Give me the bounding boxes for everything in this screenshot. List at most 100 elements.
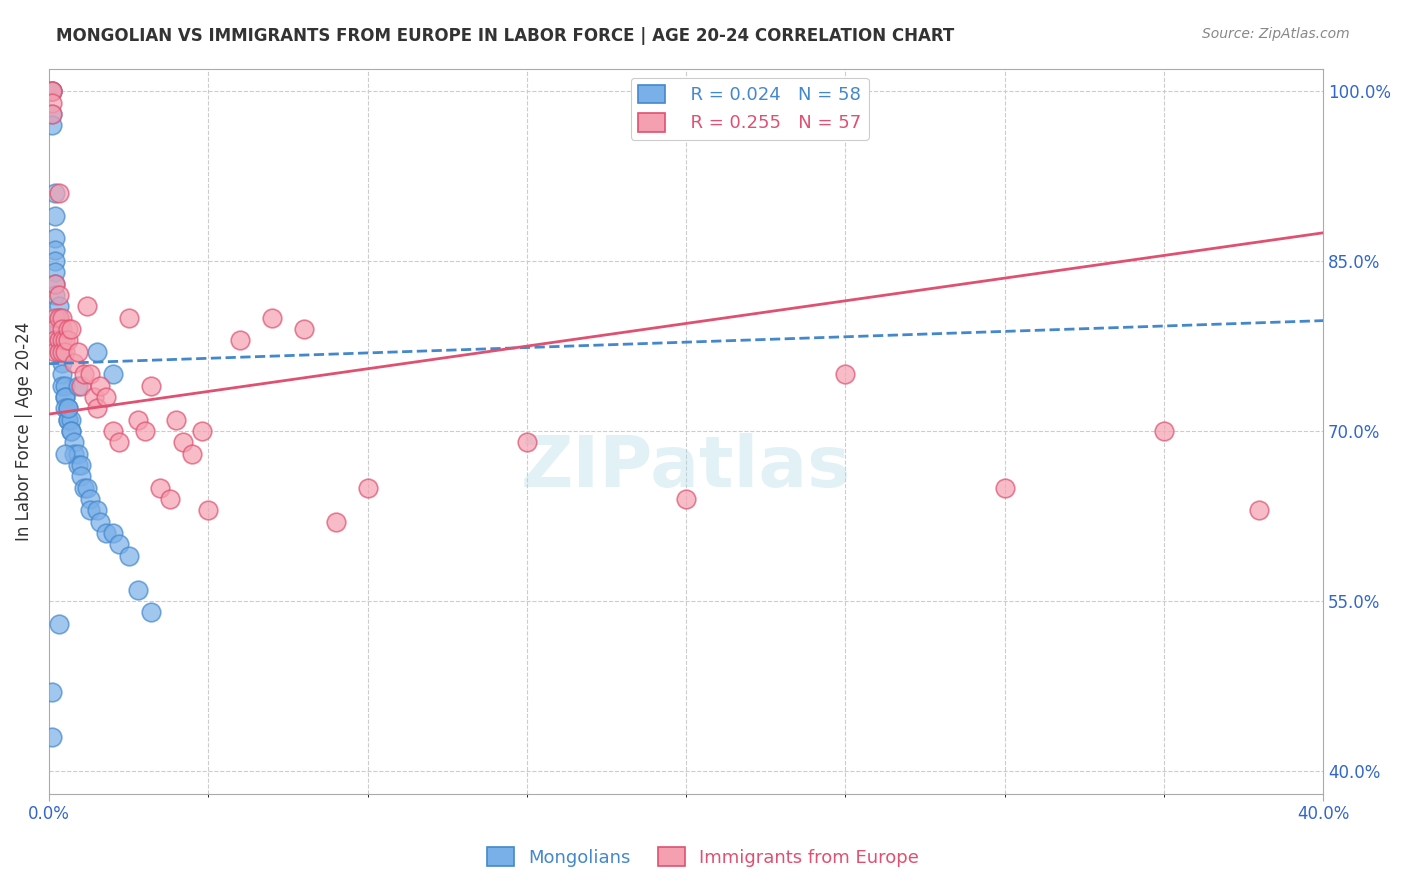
Point: [73, 368, 96, 382]
Text: ZIPatlas: ZIPatlas: [522, 433, 851, 502]
Point: [63, 435, 86, 450]
Point: [53, 378, 76, 392]
Point: [66, 458, 89, 472]
Point: [139, 378, 162, 392]
Point: [292, 322, 315, 336]
Point: [159, 492, 181, 507]
Point: [86, 344, 108, 359]
Point: [60, 424, 83, 438]
Point: [79, 492, 101, 507]
Point: [356, 481, 378, 495]
Point: [44, 265, 66, 279]
Point: [89, 515, 111, 529]
Point: [101, 368, 124, 382]
Point: [48, 310, 70, 325]
Point: [44, 186, 66, 201]
Point: [41, 107, 63, 121]
Point: [73, 481, 96, 495]
Point: [79, 368, 101, 382]
Point: [83, 390, 105, 404]
Point: [260, 310, 283, 325]
Point: [53, 390, 76, 404]
Point: [60, 424, 83, 438]
Point: [149, 481, 172, 495]
Point: [51, 378, 73, 392]
Point: [44, 288, 66, 302]
Point: [41, 84, 63, 98]
Point: [117, 549, 139, 563]
Point: [48, 616, 70, 631]
Y-axis label: In Labor Force | Age 20-24: In Labor Force | Age 20-24: [15, 321, 32, 541]
Point: [56, 401, 79, 416]
Point: [44, 334, 66, 348]
Point: [41, 684, 63, 698]
Point: [101, 424, 124, 438]
Point: [56, 413, 79, 427]
Point: [834, 368, 856, 382]
Point: [51, 310, 73, 325]
Point: [41, 84, 63, 98]
Point: [44, 209, 66, 223]
Point: [41, 84, 63, 98]
Point: [66, 378, 89, 392]
Point: [51, 344, 73, 359]
Point: [44, 344, 66, 359]
Point: [96, 390, 118, 404]
Legend:   R = 0.024   N = 58,   R = 0.255   N = 57: R = 0.024 N = 58, R = 0.255 N = 57: [631, 78, 869, 140]
Point: [56, 334, 79, 348]
Point: [516, 435, 538, 450]
Point: [79, 503, 101, 517]
Point: [101, 526, 124, 541]
Point: [69, 458, 91, 472]
Point: [53, 344, 76, 359]
Point: [48, 288, 70, 302]
Point: [127, 582, 149, 597]
Point: [108, 537, 131, 551]
Point: [197, 503, 219, 517]
Point: [51, 322, 73, 336]
Point: [51, 334, 73, 348]
Point: [139, 606, 162, 620]
Point: [108, 435, 131, 450]
Point: [53, 401, 76, 416]
Point: [96, 526, 118, 541]
Point: [66, 447, 89, 461]
Point: [44, 310, 66, 325]
Point: [60, 413, 83, 427]
Point: [1153, 424, 1175, 438]
Legend: Mongolians, Immigrants from Europe: Mongolians, Immigrants from Europe: [479, 840, 927, 874]
Point: [675, 492, 697, 507]
Point: [60, 322, 83, 336]
Point: [117, 310, 139, 325]
Point: [48, 310, 70, 325]
Point: [1249, 503, 1271, 517]
Point: [89, 378, 111, 392]
Point: [48, 322, 70, 336]
Point: [86, 503, 108, 517]
Text: Source: ZipAtlas.com: Source: ZipAtlas.com: [1202, 27, 1350, 41]
Point: [41, 84, 63, 98]
Point: [48, 344, 70, 359]
Point: [51, 356, 73, 370]
Point: [41, 118, 63, 132]
Point: [48, 186, 70, 201]
Point: [48, 334, 70, 348]
Point: [86, 401, 108, 416]
Point: [134, 424, 156, 438]
Point: [172, 435, 194, 450]
Point: [48, 300, 70, 314]
Point: [56, 322, 79, 336]
Point: [191, 424, 214, 438]
Point: [127, 413, 149, 427]
Point: [51, 344, 73, 359]
Point: [44, 231, 66, 245]
Point: [69, 378, 91, 392]
Point: [76, 481, 98, 495]
Point: [181, 447, 204, 461]
Point: [325, 515, 347, 529]
Point: [63, 356, 86, 370]
Point: [48, 344, 70, 359]
Point: [229, 334, 252, 348]
Point: [44, 277, 66, 291]
Point: [66, 344, 89, 359]
